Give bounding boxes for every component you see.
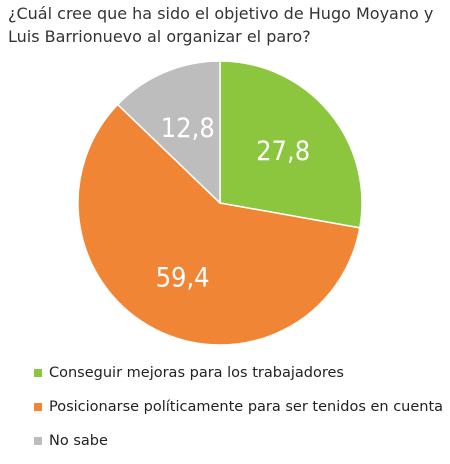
legend-swatch <box>34 437 42 445</box>
legend-label: No sabe <box>49 433 108 449</box>
slice-data-label: 59,4 <box>156 262 210 293</box>
legend-item: Posicionarse políticamente para ser teni… <box>34 396 443 418</box>
legend-item: Conseguir mejoras para los trabajadores <box>34 362 443 384</box>
legend-label: Posicionarse políticamente para ser teni… <box>49 399 444 415</box>
slice-data-label: 27,8 <box>256 136 310 167</box>
legend-item: No sabe <box>34 430 443 452</box>
legend-label: Conseguir mejoras para los trabajadores <box>49 365 344 381</box>
pie-slice <box>77 103 361 346</box>
slice-data-label: 12,8 <box>161 113 215 144</box>
chart-title: ¿Cuál cree que ha sido el objetivo de Hu… <box>8 4 434 46</box>
legend: Conseguir mejoras para los trabajadores … <box>34 362 443 464</box>
legend-swatch <box>34 403 42 411</box>
legend-swatch <box>34 369 42 377</box>
pie-slice <box>219 60 363 229</box>
pie-slice <box>116 60 221 205</box>
